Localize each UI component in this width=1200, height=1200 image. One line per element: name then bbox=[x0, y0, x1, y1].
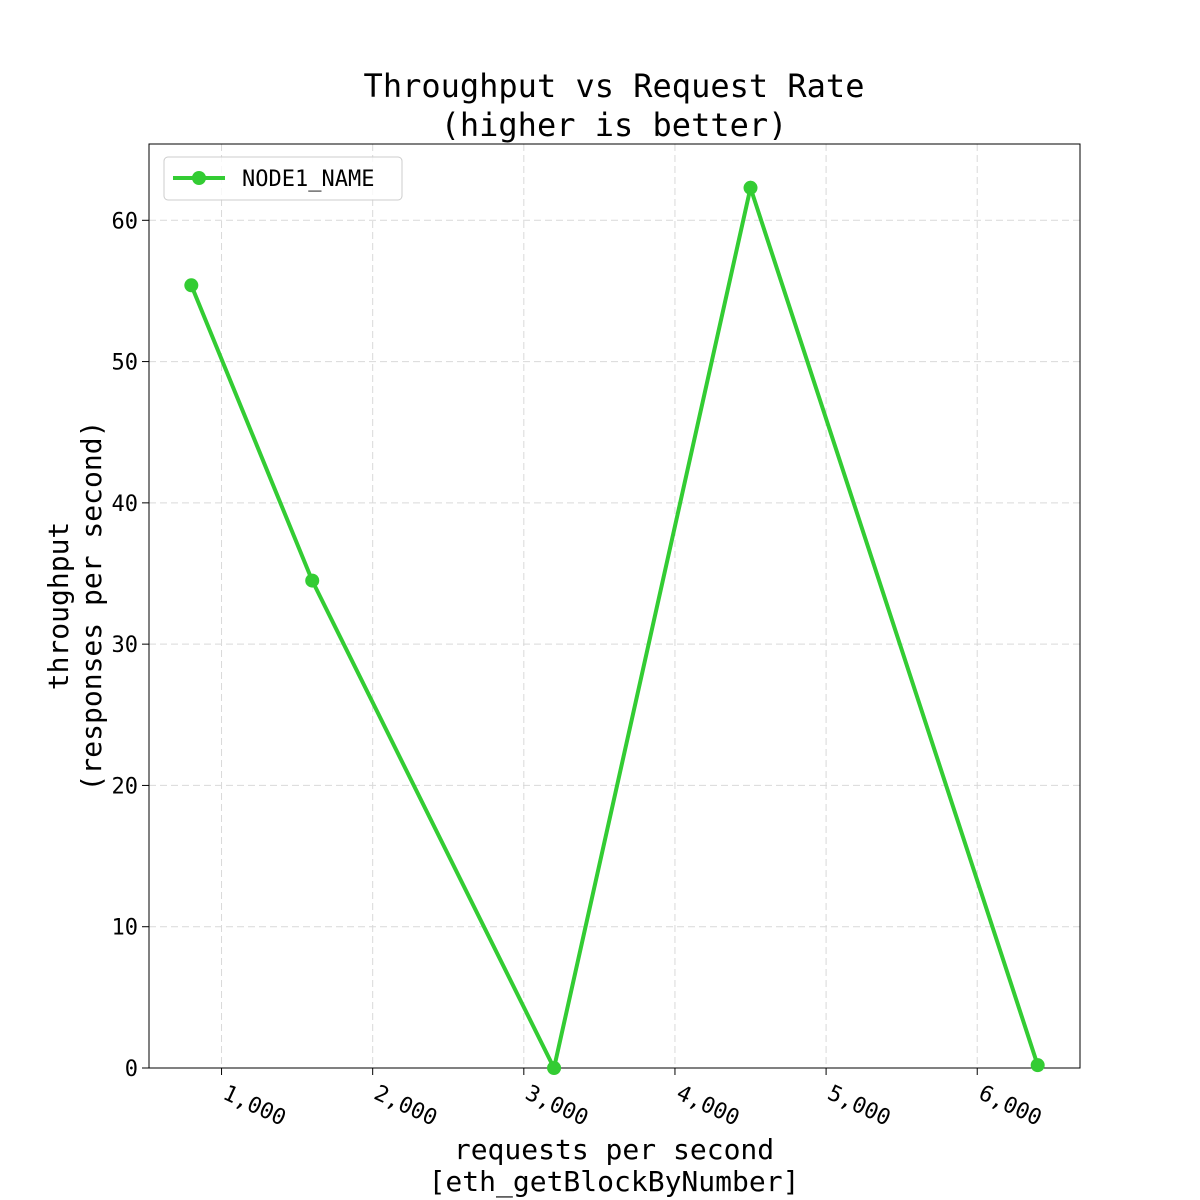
legend: NODE1_NAME bbox=[163, 156, 403, 201]
data-point bbox=[1030, 1058, 1045, 1073]
x-axis-label-line-2: [eth_getBlockByNumber] bbox=[429, 1165, 800, 1199]
data-point bbox=[547, 1061, 562, 1075]
data-point bbox=[743, 180, 758, 195]
x-axis-label-line-1: requests per second bbox=[454, 1133, 774, 1166]
y-axis-label-line-1: throughput bbox=[42, 522, 75, 691]
y-tick-label: 50 bbox=[112, 351, 139, 376]
chart-title-line-1: Throughput vs Request Rate bbox=[364, 67, 865, 105]
y-tick-label: 0 bbox=[125, 1057, 138, 1082]
data-point bbox=[305, 573, 320, 588]
series-layer bbox=[184, 180, 1045, 1075]
data-point bbox=[184, 278, 199, 293]
legend-box bbox=[163, 156, 403, 201]
y-axis-label-line-2: (responses per second) bbox=[75, 421, 108, 792]
y-tick-label: 20 bbox=[112, 774, 139, 799]
legend-label: NODE1_NAME bbox=[242, 167, 374, 192]
chart-title-line-2: (higher is better) bbox=[441, 106, 788, 144]
y-tick-label: 60 bbox=[112, 209, 139, 234]
grid-lines bbox=[149, 144, 1080, 1069]
plot-area-frame bbox=[148, 143, 1081, 1069]
y-tick-label: 40 bbox=[112, 492, 139, 517]
legend-marker bbox=[192, 171, 206, 185]
y-tick-label: 30 bbox=[112, 633, 139, 658]
y-tick-label: 10 bbox=[112, 916, 139, 941]
